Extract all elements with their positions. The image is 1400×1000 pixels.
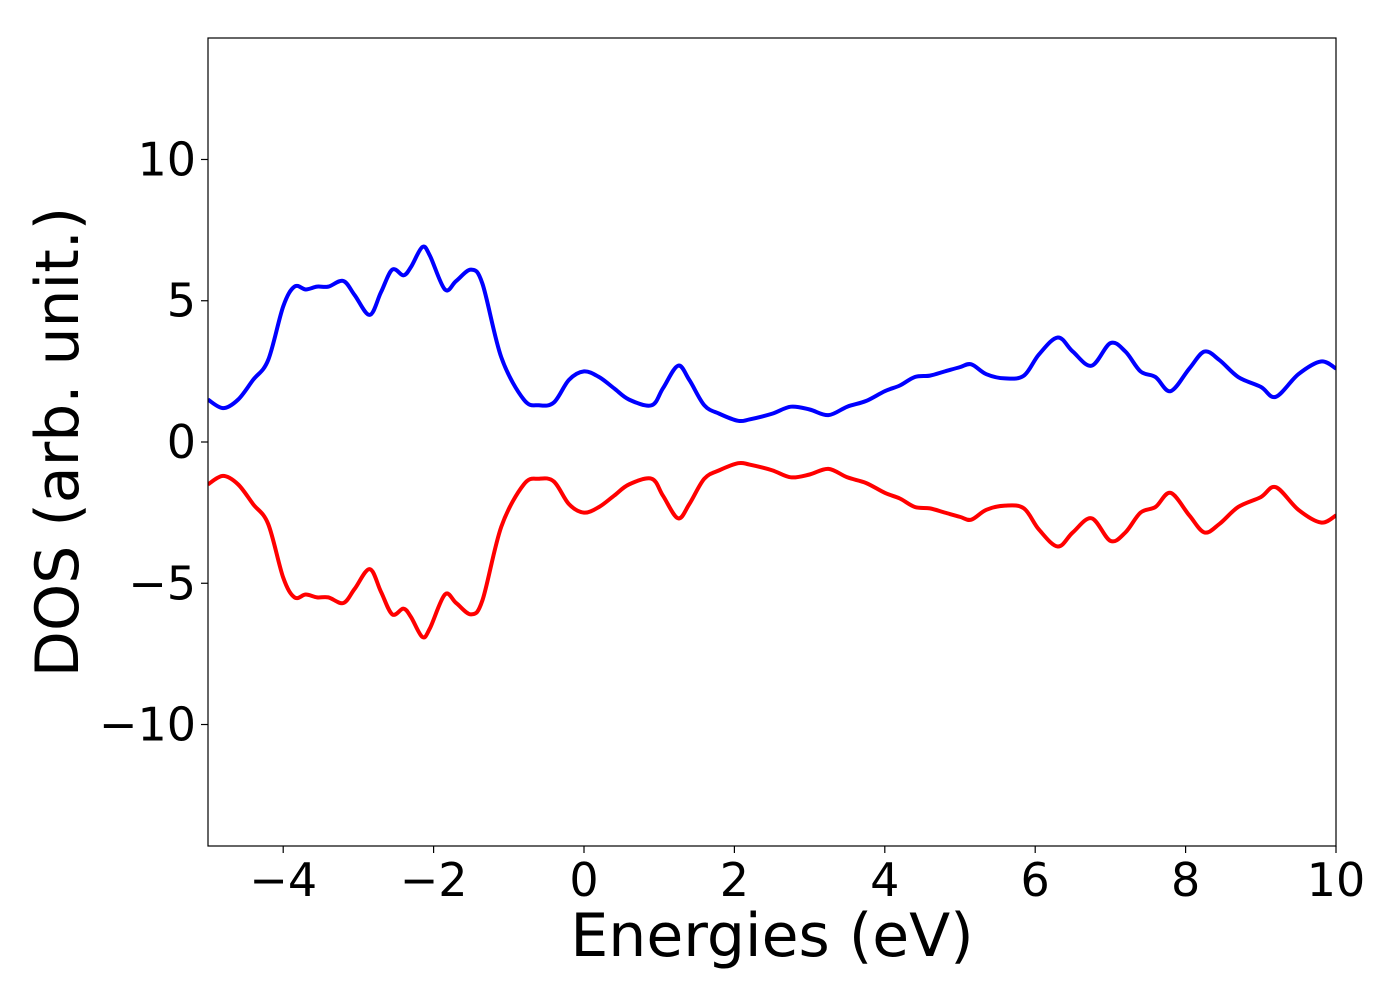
y-tick-label: −5 [128, 556, 196, 610]
x-tick-label: 6 [1021, 853, 1050, 907]
x-tick-label: −4 [249, 853, 317, 907]
y-tick-label: 10 [137, 132, 196, 186]
series-layer [208, 244, 1336, 640]
x-tick-label: 10 [1307, 853, 1366, 907]
y-tick-label: −10 [99, 698, 196, 752]
x-axis-label: Energies (eV) [570, 901, 973, 971]
x-tick-label: 0 [569, 853, 598, 907]
x-tick-label: 4 [870, 853, 899, 907]
y-tick-label: 5 [167, 274, 196, 328]
x-tick-label: 2 [720, 853, 749, 907]
y-tick-label: 0 [167, 415, 196, 469]
x-axis: −4 −2 0 2 4 6 8 10 [249, 846, 1365, 907]
x-tick-label: −2 [400, 853, 468, 907]
y-axis: −10 −5 0 5 10 [99, 132, 208, 752]
y-axis-label: DOS (arb. unit.) [23, 207, 93, 677]
series-line-2 [208, 460, 1336, 640]
x-tick-label: 8 [1171, 853, 1200, 907]
series-line-1 [208, 244, 1336, 424]
